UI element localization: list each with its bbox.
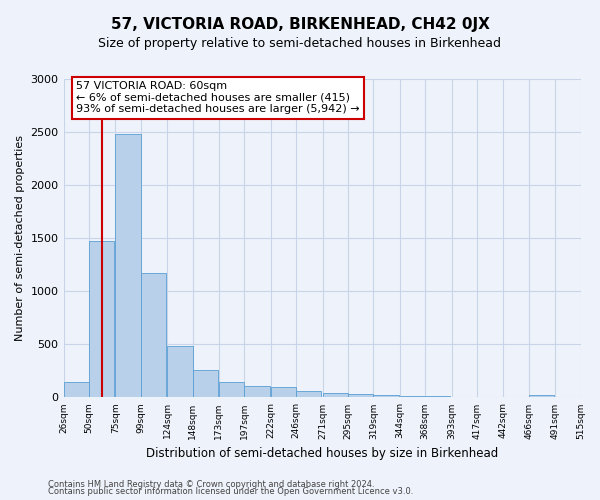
Bar [244, 386, 269, 398]
Bar [115, 134, 141, 398]
Text: 57 VICTORIA ROAD: 60sqm
← 6% of semi-detached houses are smaller (415)
93% of se: 57 VICTORIA ROAD: 60sqm ← 6% of semi-det… [76, 81, 360, 114]
Bar [529, 396, 554, 398]
Bar [373, 396, 398, 398]
Bar [89, 242, 114, 398]
Bar [219, 382, 244, 398]
Bar [400, 396, 425, 398]
Bar [425, 396, 451, 398]
Text: 57, VICTORIA ROAD, BIRKENHEAD, CH42 0JX: 57, VICTORIA ROAD, BIRKENHEAD, CH42 0JX [110, 18, 490, 32]
Bar [271, 387, 296, 398]
Bar [452, 397, 477, 398]
Text: Size of property relative to semi-detached houses in Birkenhead: Size of property relative to semi-detach… [98, 38, 502, 51]
Bar [167, 346, 193, 398]
X-axis label: Distribution of semi-detached houses by size in Birkenhead: Distribution of semi-detached houses by … [146, 447, 498, 460]
Bar [296, 391, 322, 398]
Bar [348, 394, 373, 398]
Y-axis label: Number of semi-detached properties: Number of semi-detached properties [15, 135, 25, 341]
Bar [323, 393, 348, 398]
Text: Contains public sector information licensed under the Open Government Licence v3: Contains public sector information licen… [48, 488, 413, 496]
Bar [64, 382, 89, 398]
Text: Contains HM Land Registry data © Crown copyright and database right 2024.: Contains HM Land Registry data © Crown c… [48, 480, 374, 489]
Bar [141, 272, 166, 398]
Bar [193, 370, 218, 398]
